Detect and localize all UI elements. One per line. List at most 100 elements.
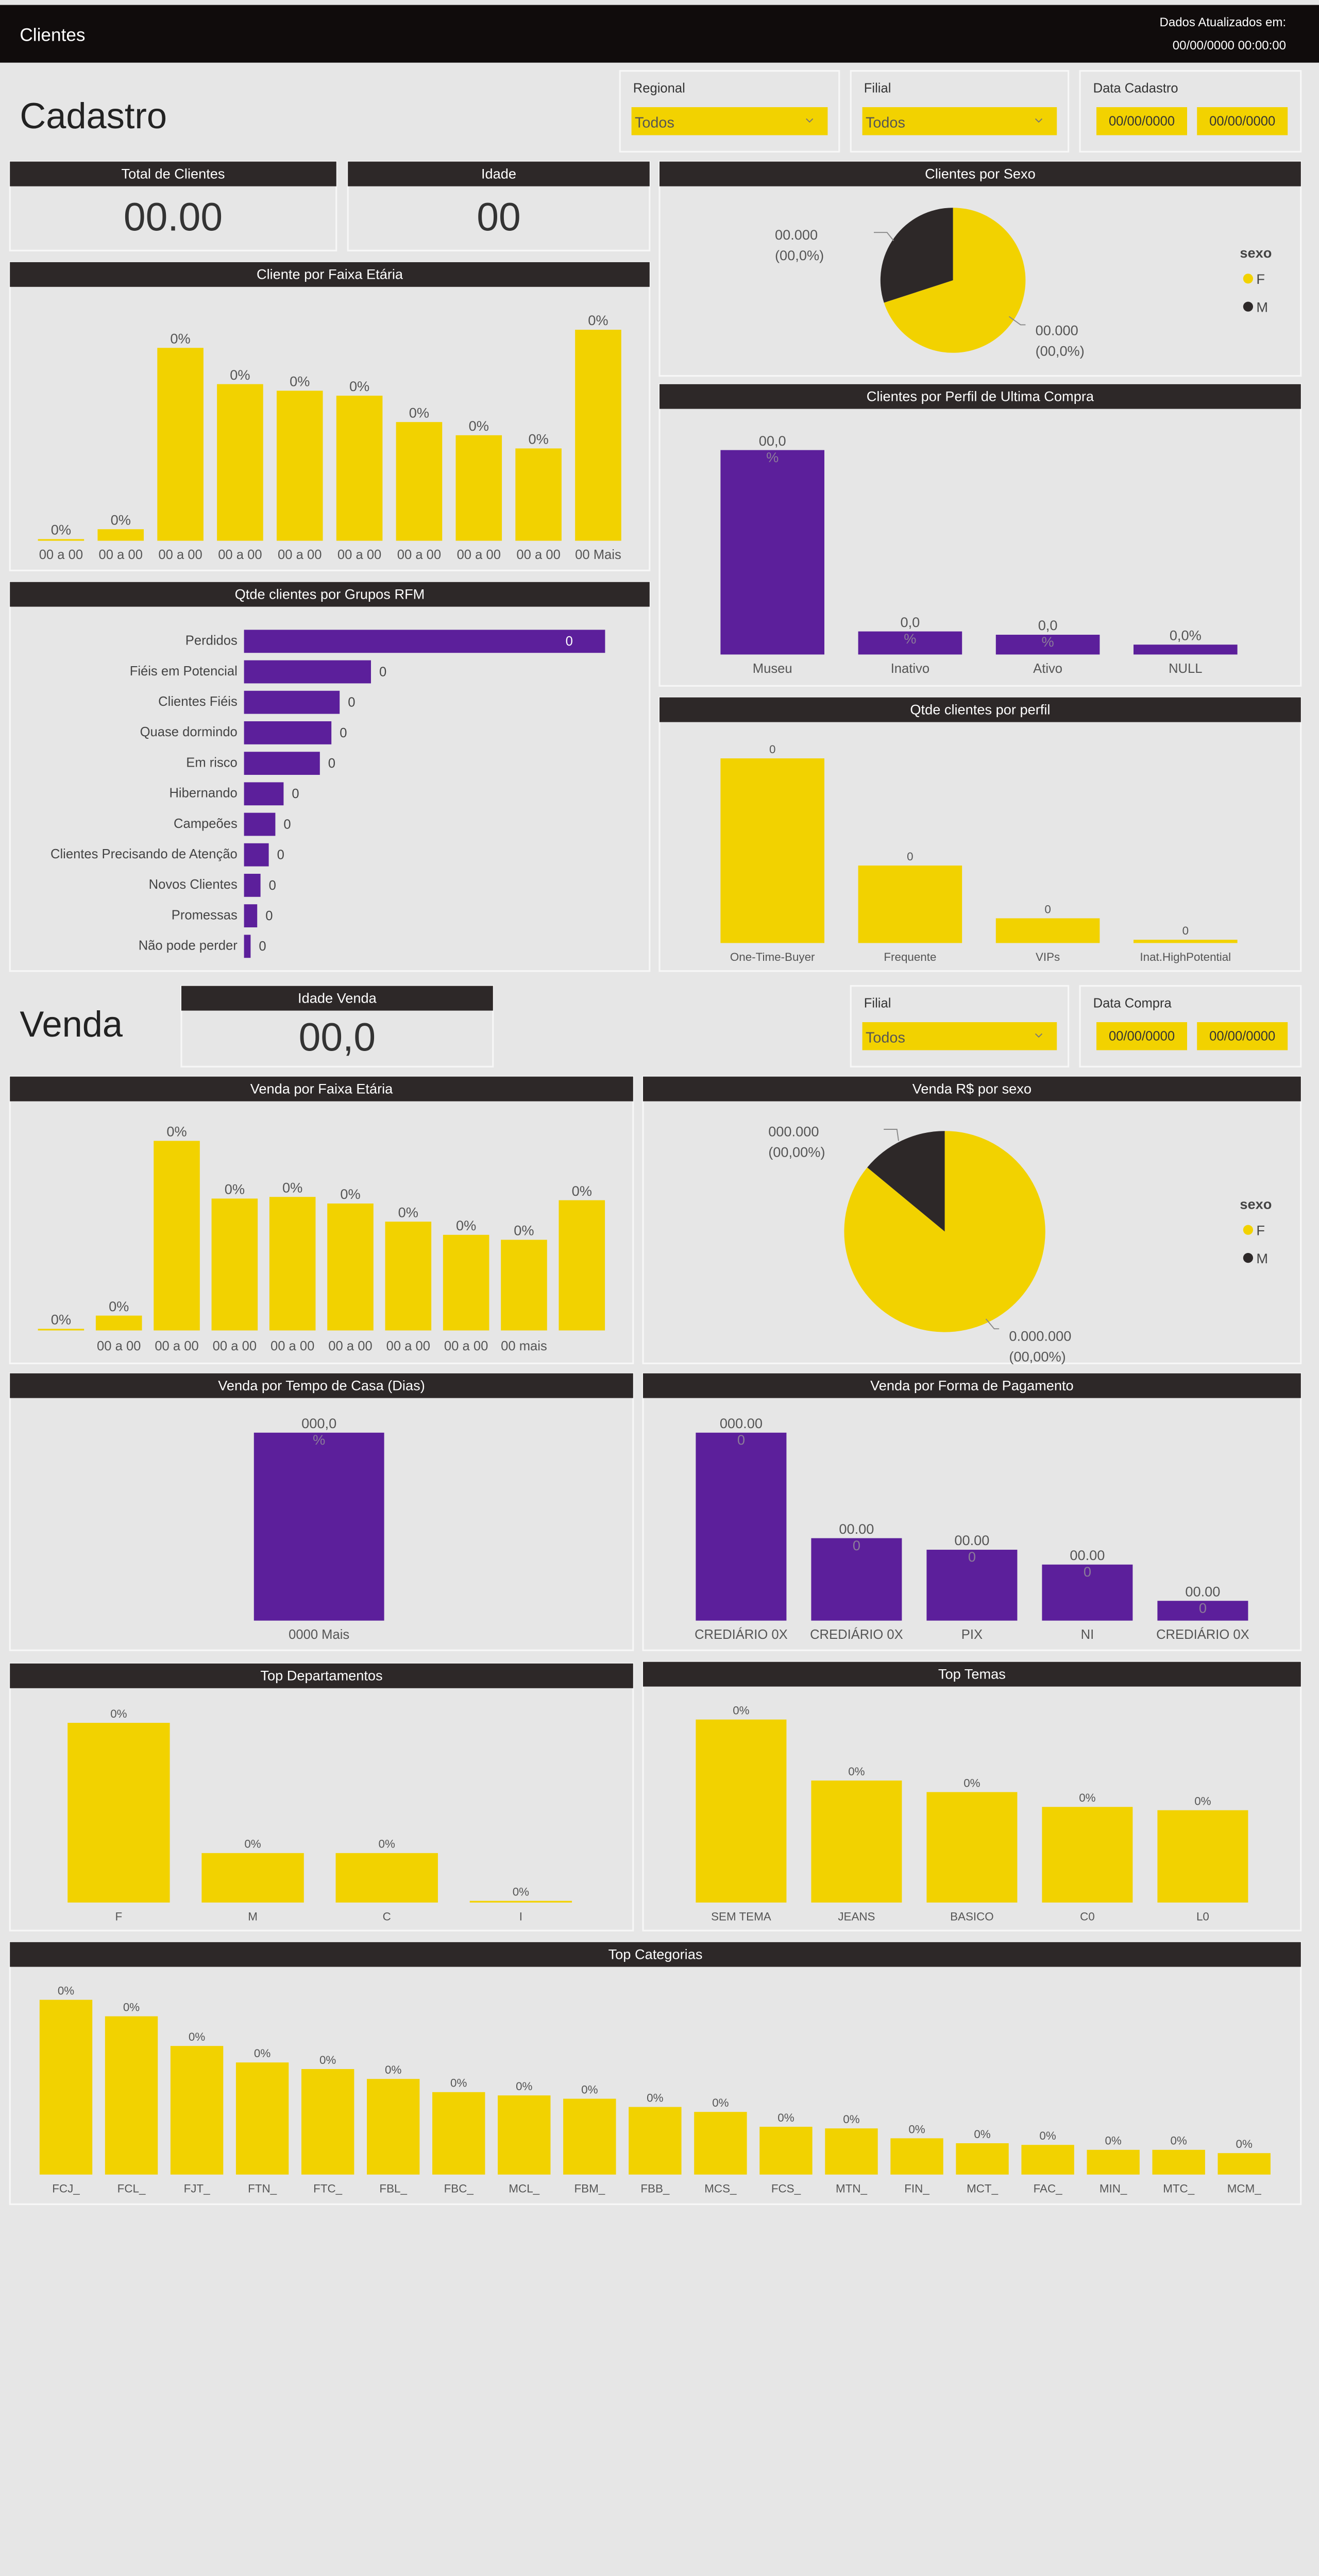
x-category-label: C0 [1080, 1910, 1095, 1923]
x-category-label: 00 a 00 [99, 548, 143, 562]
x-category-label: 00 a 00 [155, 1339, 198, 1353]
bar [211, 1198, 258, 1331]
data-label: 0% [1039, 2129, 1056, 2142]
date-value[interactable]: 00/00/0000 [1109, 1029, 1175, 1044]
legend-marker [1243, 1225, 1253, 1235]
bar [39, 1999, 93, 2175]
dropdown-value[interactable]: Todos [635, 115, 674, 131]
y-category-label: Campeões [174, 817, 238, 831]
bar [858, 866, 962, 943]
date-value[interactable]: 00/00/0000 [1109, 114, 1175, 129]
date-input[interactable] [1197, 107, 1288, 135]
x-category-label: CREDIÁRIO 0X [695, 1627, 788, 1642]
app-title: Clientes [20, 25, 85, 45]
date-input[interactable] [1197, 1022, 1288, 1050]
data-percent-label: (00,0%) [1036, 343, 1085, 359]
x-category-label: Museu [753, 662, 792, 676]
x-category-label: 00 Mais [575, 548, 621, 562]
data-label: 00.00 [1185, 1583, 1220, 1599]
bar [469, 1901, 572, 1903]
filter-label: Filial [864, 81, 891, 96]
x-category-label: NI [1081, 1628, 1094, 1642]
bar [995, 918, 1100, 943]
legend-entry: F [1256, 1223, 1265, 1239]
bar [38, 1329, 84, 1331]
data-label: 0% [319, 2054, 336, 2066]
data-label: 0% [1194, 1795, 1211, 1808]
legend-entry: F [1256, 271, 1265, 287]
x-category-label: JEANS [838, 1910, 875, 1923]
dropdown[interactable] [862, 107, 1057, 135]
date-input[interactable] [1096, 1022, 1187, 1050]
data-label: 0% [848, 1765, 865, 1778]
bar [926, 1550, 1018, 1621]
date-value[interactable]: 00/00/0000 [1209, 114, 1275, 129]
updated-label: Dados Atualizados em: [1160, 15, 1286, 29]
panel-header [660, 384, 1301, 409]
dropdown[interactable] [631, 107, 828, 135]
x-category-label: 00 a 00 [97, 1339, 141, 1353]
data-label: 0% [456, 1217, 476, 1233]
data-label: 0% [777, 2111, 794, 2124]
bar [157, 348, 204, 541]
bar [1021, 2145, 1074, 2175]
data-label: 0% [513, 1886, 529, 1899]
dropdown-value[interactable]: Todos [866, 1030, 905, 1046]
bar [455, 435, 502, 541]
x-category-label: L0 [1196, 1910, 1209, 1923]
data-label: 0% [712, 2096, 729, 2109]
bar [696, 1432, 787, 1621]
data-label: 0% [1236, 2138, 1253, 2150]
bar [95, 1315, 142, 1331]
bar [720, 450, 824, 655]
bar [244, 935, 251, 958]
x-category-label: FCJ_ [52, 2182, 80, 2195]
bar [244, 721, 332, 744]
legend-marker [1243, 301, 1253, 312]
x-category-label: I [519, 1910, 522, 1923]
x-category-label: BASICO [950, 1910, 994, 1923]
data-label: 0 [769, 743, 775, 756]
data-label: 0% [963, 1776, 980, 1789]
y-category-label: Clientes Precisando de Atenção [50, 847, 238, 861]
x-category-label: FAC_ [1034, 2182, 1063, 2195]
data-sub-label: % [904, 631, 916, 647]
y-category-label: Em risco [186, 755, 238, 770]
panel-header [643, 1662, 1301, 1687]
panel-header [10, 582, 650, 607]
x-category-label: MCT_ [967, 2182, 998, 2195]
x-category-label: VIPs [1036, 951, 1060, 963]
date-value[interactable]: 00/00/0000 [1209, 1029, 1275, 1044]
data-label: 0 [269, 878, 276, 893]
data-label: 00.00 [839, 1521, 874, 1537]
panel-header [660, 697, 1301, 722]
leader-line [1008, 316, 1026, 326]
panel-title: Clientes por Perfil de Ultima Compra [867, 388, 1094, 404]
data-sub-label: % [766, 449, 779, 465]
data-label: 0% [581, 2083, 598, 2096]
bar [1134, 645, 1238, 655]
bar [335, 1853, 438, 1903]
x-category-label: CREDIÁRIO 0X [810, 1627, 903, 1642]
dropdown[interactable] [862, 1022, 1057, 1050]
filter-label: Regional [633, 81, 685, 96]
x-category-label: FTN_ [248, 2182, 277, 2195]
x-category-label: 00 a 00 [158, 548, 202, 562]
bar [811, 1538, 902, 1621]
bar [559, 1200, 605, 1331]
data-label: 00.00 [954, 1532, 989, 1548]
x-category-label: F [115, 1910, 123, 1923]
data-label: 00.000 [1036, 322, 1078, 338]
data-label: 0 [340, 726, 347, 740]
dropdown-value[interactable]: Todos [866, 115, 905, 131]
data-percent-label: (00,00%) [768, 1144, 825, 1160]
x-category-label: 00 a 00 [516, 548, 560, 562]
data-label: 0% [189, 2030, 205, 2043]
date-input[interactable] [1096, 107, 1187, 135]
legend-title: sexo [1240, 245, 1272, 261]
data-label: 0% [123, 2001, 140, 2014]
bar [563, 2098, 616, 2175]
data-label: 0 [566, 634, 573, 649]
bar [269, 1197, 316, 1331]
x-category-label: 00 a 00 [397, 548, 441, 562]
